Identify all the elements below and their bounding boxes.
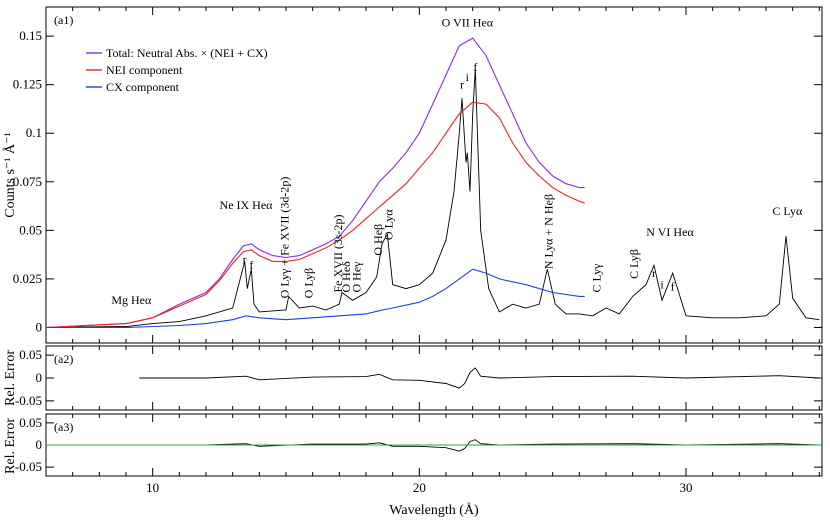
legend-entry-2: CX component: [106, 80, 180, 94]
annotation-17: C Lyβ: [627, 249, 641, 279]
annotation-10: Fe XVII (3s-2p): [331, 215, 345, 293]
panel-label-0: (a1): [54, 13, 73, 27]
x-tick-label-0: 10: [146, 480, 159, 495]
annotation-12: O Heγ: [350, 261, 364, 293]
annotation-1: r: [460, 78, 464, 92]
annotation-16: C Lyγ: [590, 263, 604, 293]
annotation-2: i: [466, 70, 470, 84]
annotation-18: r: [652, 266, 656, 280]
annotation-11: O Heδ: [339, 261, 353, 293]
y-tick-label-0-5: 0.125: [13, 77, 42, 92]
legend-entry-0: Total: Neutral Abs. × (NEI + CX): [106, 46, 268, 60]
annotation-8: O Lyγ + Fe XVII (3d-2p): [278, 177, 292, 299]
series-0-total-neutral-abs-nei-cx: [46, 37, 585, 329]
annotation-22: C Lyα: [772, 204, 803, 218]
y-axis-label-0: Counts s⁻¹ Å⁻¹: [2, 132, 18, 217]
annotation-3: f: [473, 60, 477, 74]
legend-entry-1: NEI component: [106, 63, 183, 77]
y-tick-label-1-2: -0.05: [15, 393, 42, 408]
annotation-6: f: [249, 258, 253, 272]
y-tick-label-2-2: -0.05: [15, 459, 42, 474]
annotation-21: N VI Heα: [646, 225, 694, 239]
series-0-cx-component: [46, 268, 585, 329]
panel-frame-0: [45, 6, 823, 344]
y-tick-label-2-0: 0.05: [19, 415, 42, 430]
x-axis-label: Wavelength (Å): [389, 502, 479, 518]
annotation-13: O Heβ: [371, 224, 385, 256]
annotation-9: O Lyβ: [302, 268, 316, 298]
series-1-residuals: [139, 367, 820, 389]
annotation-19: i: [660, 278, 664, 292]
panel-label-1: (a2): [54, 352, 73, 366]
series-0-nei-component: [46, 101, 585, 329]
y-tick-label-1-0: 0.05: [19, 347, 42, 362]
y-tick-label-0-3: 0.075: [13, 174, 42, 189]
y-axis-label-1: Rel. Error: [3, 350, 18, 406]
annotation-14: O Lyα: [382, 209, 396, 240]
annotation-4: Ne IX Heα: [220, 198, 274, 212]
annotation-5: r: [243, 252, 247, 266]
y-tick-label-0-1: 0.025: [13, 271, 42, 286]
y-tick-label-1-1: 0: [36, 370, 43, 385]
annotation-0: O VII Heα: [442, 15, 494, 29]
series-0-observed-data-black: [46, 69, 820, 328]
annotation-15: N Lyα + N Heβ: [542, 194, 556, 269]
x-tick-label-1: 20: [413, 480, 426, 495]
annotation-7: Mg Heα: [111, 293, 152, 307]
y-tick-label-0-2: 0.05: [19, 222, 42, 237]
annotation-20: f: [671, 280, 675, 294]
y-tick-label-0-6: 0.15: [19, 28, 42, 43]
y-tick-label-2-1: 0: [36, 437, 43, 452]
y-axis-label-2: Rel. Error: [3, 418, 18, 474]
y-tick-label-0-0: 0: [36, 319, 43, 334]
x-tick-label-2: 30: [680, 480, 693, 495]
y-tick-label-0-4: 0.1: [26, 125, 42, 140]
series-2-residuals: [139, 439, 820, 452]
panel-label-2: (a3): [54, 420, 73, 434]
